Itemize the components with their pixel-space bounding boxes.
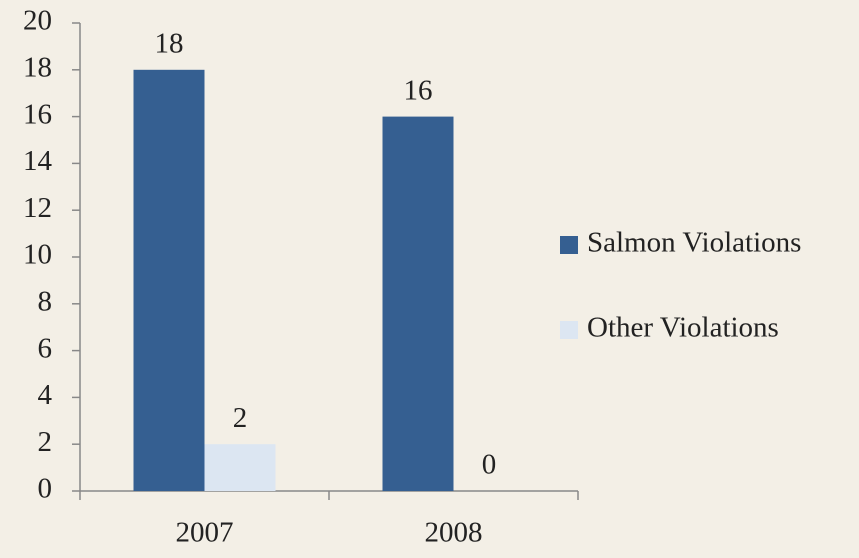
y-tick-label: 6 [38, 332, 53, 364]
x-tick-label: 2007 [176, 517, 234, 549]
y-tick-label: 16 [23, 98, 52, 130]
y-tick-label: 20 [23, 5, 52, 37]
y-tick-label: 18 [23, 51, 52, 83]
bar [204, 444, 276, 491]
legend-swatch [560, 321, 578, 339]
x-tick-label: 2008 [425, 517, 483, 549]
y-tick-label: 4 [38, 379, 53, 411]
y-tick-label: 2 [38, 426, 53, 458]
y-tick-label: 14 [23, 145, 53, 177]
legend-swatch [560, 236, 578, 254]
legend-label: Other Violations [587, 312, 779, 344]
data-label: 2 [233, 402, 248, 434]
y-tick-label: 10 [23, 239, 52, 271]
y-tick-label: 0 [38, 473, 53, 505]
bar [382, 116, 454, 491]
data-label: 18 [155, 27, 184, 59]
legend-label: Salmon Violations [587, 227, 801, 259]
bar [133, 69, 205, 492]
y-tick-label: 12 [23, 192, 52, 224]
data-label: 0 [482, 449, 497, 481]
data-label: 16 [404, 74, 433, 106]
y-tick-label: 8 [38, 285, 53, 317]
